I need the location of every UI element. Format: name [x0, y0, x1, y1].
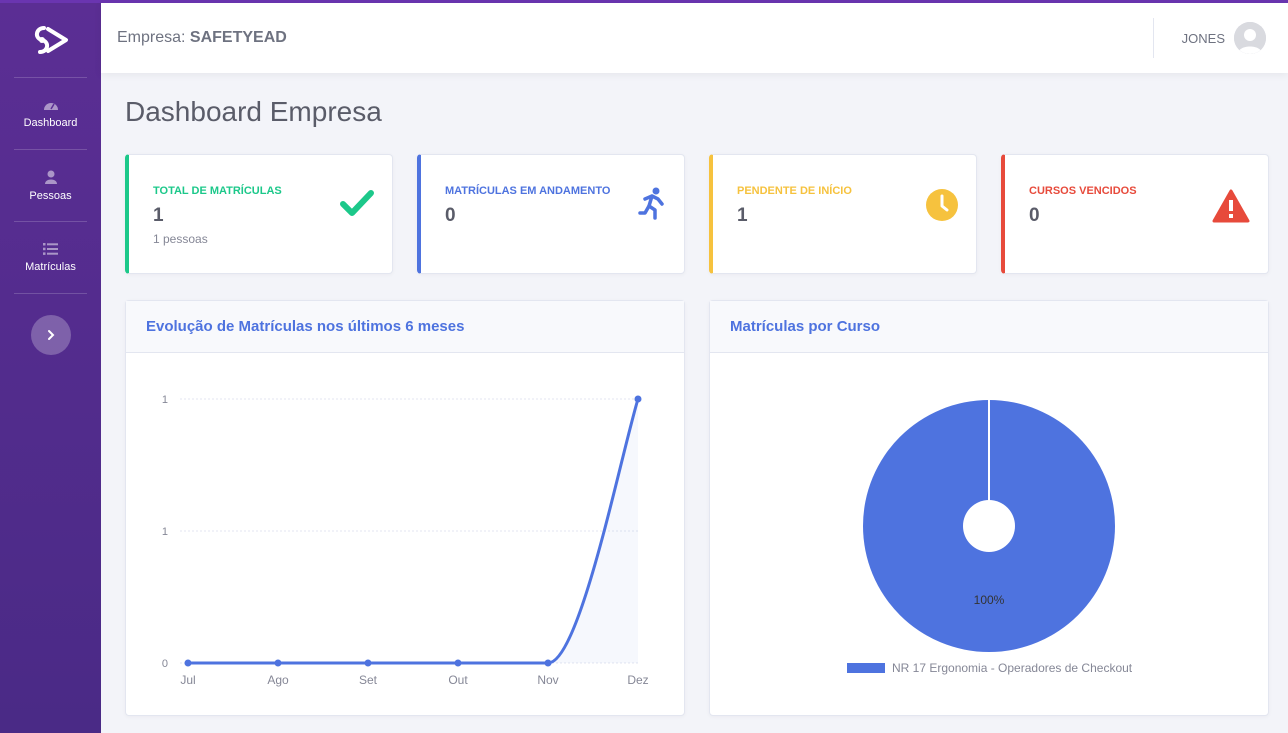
data-point: [364, 659, 372, 667]
stat-label: MATRÍCULAS EM ANDAMENTO: [445, 185, 611, 197]
stat-value: 1: [153, 205, 164, 226]
sidebar-item-pessoas[interactable]: Pessoas: [0, 150, 101, 221]
line-chart-title: Evolução de Matrículas nos últimos 6 mes…: [126, 301, 684, 353]
slice-label: 100%: [974, 593, 1005, 607]
x-tick-label: Nov: [537, 673, 558, 687]
running-icon: [638, 187, 664, 220]
brand-logo[interactable]: [0, 3, 101, 77]
stat-label: PENDENTE DE INÍCIO: [737, 185, 852, 197]
topbar: Empresa: SAFETYEAD JONES: [101, 3, 1288, 73]
x-tick-label: Out: [448, 673, 468, 687]
company-name: SAFETYEAD: [189, 29, 287, 46]
sidebar-item-label: Pessoas: [29, 189, 72, 202]
logo-icon: [34, 26, 68, 54]
sidebar-toggle-button[interactable]: [30, 315, 71, 355]
stat-subtext: 1 pessoas: [153, 232, 208, 246]
list-icon: [43, 242, 58, 255]
legend-label: NR 17 Ergonomia - Operadores de Checkout: [892, 661, 1133, 675]
user-name: JONES: [1181, 30, 1225, 46]
x-tick-label: Jul: [180, 673, 195, 687]
sidebar-item-dashboard[interactable]: Dashboard: [0, 78, 101, 149]
x-tick-label: Set: [359, 673, 378, 687]
sidebar-item-label: Matrículas: [25, 260, 76, 273]
clock-icon: [926, 189, 958, 221]
avatar-icon: [1234, 22, 1266, 54]
x-tick-label: Dez: [627, 673, 648, 687]
sidebar-item-label: Dashboard: [23, 116, 78, 129]
y-tick-label: 0: [162, 658, 168, 670]
company-info: Empresa: SAFETYEAD: [117, 29, 287, 47]
stat-card-pendente: PENDENTE DE INÍCIO 1: [709, 154, 977, 274]
sidebar-item-matriculas[interactable]: Matrículas: [0, 222, 101, 293]
warning-icon: [1212, 189, 1250, 223]
pie-hole: [963, 500, 1015, 552]
x-tick-label: Ago: [267, 673, 289, 687]
data-point: [634, 395, 642, 403]
line-chart-card: Evolução de Matrículas nos últimos 6 mes…: [125, 300, 685, 716]
stat-card-total: TOTAL DE MATRÍCULAS 1 1 pessoas: [125, 154, 393, 274]
data-point: [184, 659, 192, 667]
stat-value: 0: [1029, 205, 1040, 226]
stat-card-andamento: MATRÍCULAS EM ANDAMENTO 0: [417, 154, 685, 274]
avatar: [1234, 22, 1266, 54]
stat-value: 0: [445, 205, 456, 226]
legend-swatch: [847, 663, 885, 673]
stat-value: 1: [737, 205, 748, 226]
line-area-fill: [548, 399, 638, 663]
chevron-right-icon: [47, 330, 54, 340]
tachometer-icon: [43, 102, 58, 110]
pie-chart-title: Matrículas por Curso: [710, 301, 1268, 353]
data-point: [544, 659, 552, 667]
pie-chart-card: Matrículas por Curso 100% NR 17 Ergonomia…: [709, 300, 1269, 716]
sidebar: Dashboard Pessoas Matrículas: [0, 3, 101, 733]
data-point: [454, 659, 462, 667]
company-label: Empresa:: [117, 29, 186, 46]
user-menu[interactable]: JONES: [1152, 18, 1288, 58]
stat-card-vencidos: CURSOS VENCIDOS 0: [1001, 154, 1269, 274]
stat-label: CURSOS VENCIDOS: [1029, 185, 1137, 197]
y-tick-label: 1: [162, 526, 168, 538]
y-tick-label: 1: [162, 394, 168, 406]
line-chart: 1 1 0 Jul Ago Set Out Nov Dez: [162, 394, 649, 687]
data-point: [274, 659, 282, 667]
check-icon: [340, 190, 374, 216]
page-title: Dashboard Empresa: [125, 96, 382, 127]
stat-label: TOTAL DE MATRÍCULAS: [153, 185, 282, 197]
pie-chart: 100% NR 17 Ergonomia - Operadores de Chec…: [847, 400, 1133, 675]
user-icon: [44, 170, 57, 184]
